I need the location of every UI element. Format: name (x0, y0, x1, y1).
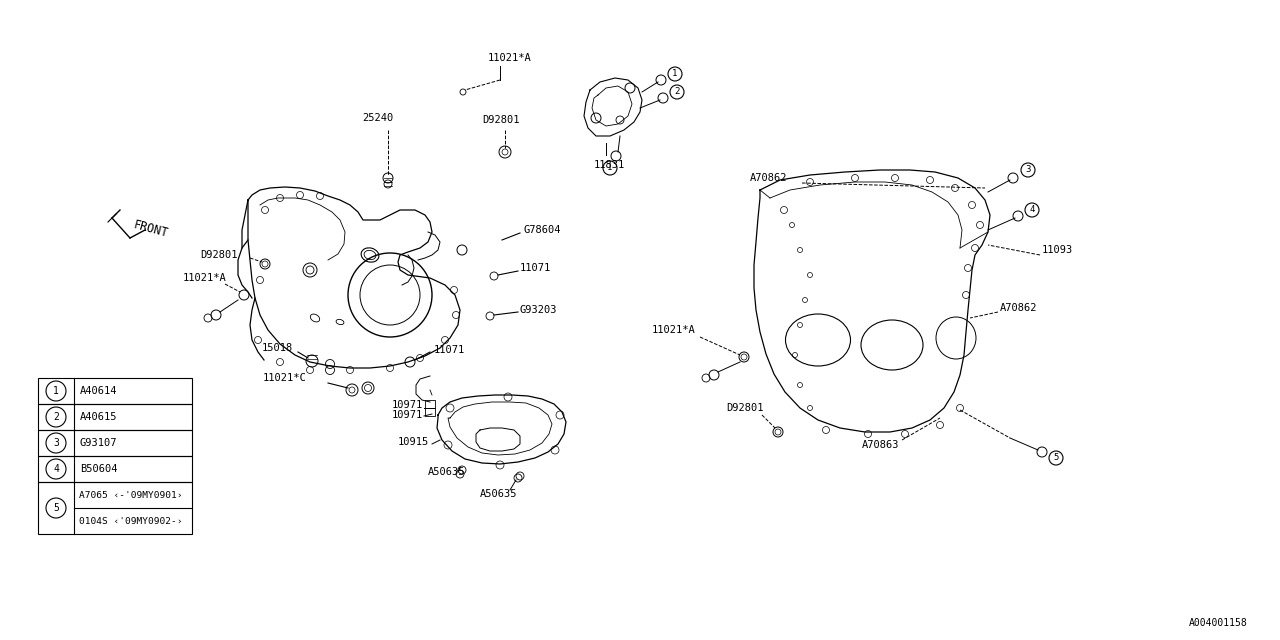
Text: G93203: G93203 (520, 305, 558, 315)
Text: A40615: A40615 (79, 412, 118, 422)
Circle shape (46, 459, 67, 479)
Text: 0104S ‹'09MY0902-›: 0104S ‹'09MY0902-› (79, 516, 183, 525)
Bar (38, 456, 192, 482)
Text: B50604: B50604 (79, 464, 118, 474)
Text: 1: 1 (52, 386, 59, 396)
Text: 15018: 15018 (262, 343, 293, 353)
Circle shape (46, 381, 67, 401)
Bar (38, 482, 192, 534)
Text: A70863: A70863 (861, 440, 900, 450)
Text: 5: 5 (1053, 454, 1059, 463)
Text: 11021*A: 11021*A (652, 325, 696, 335)
Text: 11021*C: 11021*C (262, 373, 307, 383)
Text: 1: 1 (672, 70, 677, 79)
Text: A70862: A70862 (1000, 303, 1038, 313)
Text: 3: 3 (1025, 166, 1030, 175)
Text: 5: 5 (52, 503, 59, 513)
Text: 11093: 11093 (1042, 245, 1073, 255)
Text: 1: 1 (607, 163, 613, 173)
Text: 11021*A: 11021*A (488, 53, 531, 63)
Bar (38, 430, 192, 456)
Text: G93107: G93107 (79, 438, 118, 448)
Bar (38, 404, 192, 430)
Bar (38, 378, 192, 404)
Text: A004001158: A004001158 (1189, 618, 1248, 628)
Circle shape (603, 161, 617, 175)
Circle shape (46, 498, 67, 518)
Text: 3: 3 (52, 438, 59, 448)
Text: 25240: 25240 (362, 113, 393, 123)
Text: 11831: 11831 (594, 160, 625, 170)
Circle shape (46, 433, 67, 453)
Circle shape (1021, 163, 1036, 177)
Text: G78604: G78604 (524, 225, 561, 235)
Text: D92801: D92801 (483, 115, 520, 125)
Text: A50635: A50635 (428, 467, 466, 477)
Text: 11071: 11071 (434, 345, 465, 355)
Text: D92801: D92801 (726, 403, 763, 413)
Text: 2: 2 (675, 88, 680, 97)
Circle shape (1050, 451, 1062, 465)
Circle shape (669, 85, 684, 99)
Text: A7065 ‹-'09MY0901›: A7065 ‹-'09MY0901› (79, 490, 183, 499)
Text: A50635: A50635 (480, 489, 517, 499)
Text: A70862: A70862 (750, 173, 787, 183)
Text: 10915: 10915 (398, 437, 429, 447)
Circle shape (46, 407, 67, 427)
Text: D92801: D92801 (200, 250, 238, 260)
Text: 10971: 10971 (392, 410, 424, 420)
Text: 11021*A: 11021*A (183, 273, 227, 283)
Text: 11071: 11071 (520, 263, 552, 273)
Circle shape (1025, 203, 1039, 217)
Text: 2: 2 (52, 412, 59, 422)
Text: 4: 4 (52, 464, 59, 474)
Text: FRONT: FRONT (132, 219, 170, 241)
Text: 4: 4 (1029, 205, 1034, 214)
Text: 10971: 10971 (392, 400, 424, 410)
Circle shape (668, 67, 682, 81)
Text: A40614: A40614 (79, 386, 118, 396)
